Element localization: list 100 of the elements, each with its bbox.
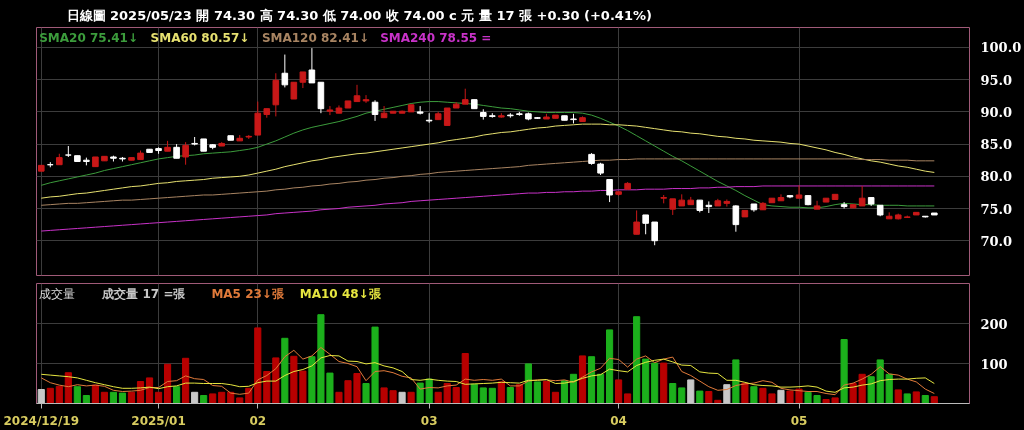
- y-tick-label: 95.0: [980, 72, 1013, 88]
- bar: [154, 391, 163, 404]
- candlestick: [633, 209, 640, 235]
- bar: [191, 391, 199, 404]
- x-tick-label: 2024/12/19: [3, 413, 80, 428]
- bar: [687, 379, 695, 404]
- bar: [624, 393, 632, 404]
- text: SMA20 75.41↓: [39, 30, 138, 45]
- bar: [894, 389, 902, 404]
- candlestick: [182, 141, 189, 166]
- bar: [732, 359, 740, 404]
- x-tick-label: 02: [249, 413, 267, 428]
- bar: [723, 384, 731, 404]
- bar: [921, 395, 929, 404]
- x-tick-label: 05: [790, 413, 808, 428]
- bar: [660, 362, 668, 404]
- candlestick: [642, 214, 649, 235]
- candlestick: [362, 94, 370, 104]
- candlestick: [308, 47, 316, 84]
- bar: [912, 391, 920, 404]
- line-series: [40, 123, 935, 199]
- bar: [551, 391, 560, 404]
- bar: [840, 339, 848, 404]
- bar: [777, 389, 785, 404]
- bar: [37, 389, 45, 404]
- candlestick: [732, 204, 740, 233]
- bar: [82, 395, 90, 404]
- bar: [109, 391, 118, 404]
- bar: [569, 373, 578, 404]
- candlestick: [813, 200, 821, 210]
- bar: [497, 381, 505, 404]
- bar: [615, 379, 623, 404]
- bar: [218, 391, 226, 404]
- candlestick: [326, 105, 334, 116]
- line-series: [40, 347, 935, 396]
- bar: [596, 373, 605, 404]
- bar: [118, 392, 127, 404]
- y-tick-label: 100.0: [980, 40, 1022, 56]
- bar: [100, 391, 108, 404]
- bar: [145, 377, 154, 404]
- bar: [578, 355, 587, 404]
- text: SMA120 82.41↓: [261, 30, 370, 45]
- line-series: [40, 101, 935, 209]
- bar: [209, 393, 217, 404]
- text: SMA60 80.57↓: [150, 30, 250, 45]
- line-series: [40, 355, 935, 393]
- bar: [173, 386, 181, 404]
- bar: [488, 387, 496, 404]
- bar: [200, 395, 208, 404]
- bar: [254, 327, 262, 404]
- bar: [407, 391, 415, 404]
- candlestick: [606, 179, 613, 203]
- candlestick: [371, 99, 379, 122]
- y-tick-label: 200: [980, 316, 1008, 332]
- bar: [524, 363, 532, 404]
- bar: [236, 397, 244, 404]
- y-tick-label: 100: [980, 356, 1008, 372]
- bar: [750, 386, 758, 404]
- candlestick: [353, 84, 361, 103]
- candlestick: [380, 105, 388, 119]
- bar: [64, 372, 72, 404]
- bar: [669, 383, 677, 404]
- x-tick-label: 03: [420, 413, 438, 428]
- text: MA5 23↓張: [211, 286, 285, 301]
- candlestick: [651, 221, 658, 246]
- bar: [542, 381, 550, 404]
- candlestick: [281, 54, 289, 88]
- text: MA10 48↓張: [299, 286, 382, 301]
- bar: [533, 381, 541, 404]
- candlestick: [795, 184, 803, 199]
- bar: [164, 363, 172, 404]
- candlestick: [254, 101, 262, 136]
- bar: [73, 386, 81, 404]
- candlestick: [858, 185, 866, 207]
- bar: [479, 387, 487, 404]
- bar: [587, 356, 596, 404]
- x-tick-label: 04: [610, 413, 627, 428]
- candlestick: [416, 105, 424, 115]
- bar: [46, 387, 54, 404]
- line-series: [40, 158, 935, 206]
- candlestick: [840, 201, 848, 210]
- bar: [398, 391, 406, 404]
- bar: [127, 391, 136, 404]
- bar: [651, 362, 659, 404]
- y-tick-label: 80.0: [980, 169, 1013, 185]
- bar: [452, 387, 460, 404]
- chart-title: 成交量: [39, 286, 76, 301]
- bar: [741, 382, 749, 404]
- bar: [930, 396, 938, 404]
- bar: [55, 385, 63, 404]
- bar: [696, 390, 704, 404]
- y-tick-label: 75.0: [980, 201, 1013, 217]
- bar: [606, 329, 614, 404]
- bar: [470, 383, 478, 404]
- bar: [91, 384, 99, 404]
- bar: [678, 387, 686, 404]
- bar: [642, 358, 650, 404]
- bar: [461, 353, 469, 404]
- text: 成交量 17 =張: [101, 286, 187, 301]
- bar: [506, 387, 514, 404]
